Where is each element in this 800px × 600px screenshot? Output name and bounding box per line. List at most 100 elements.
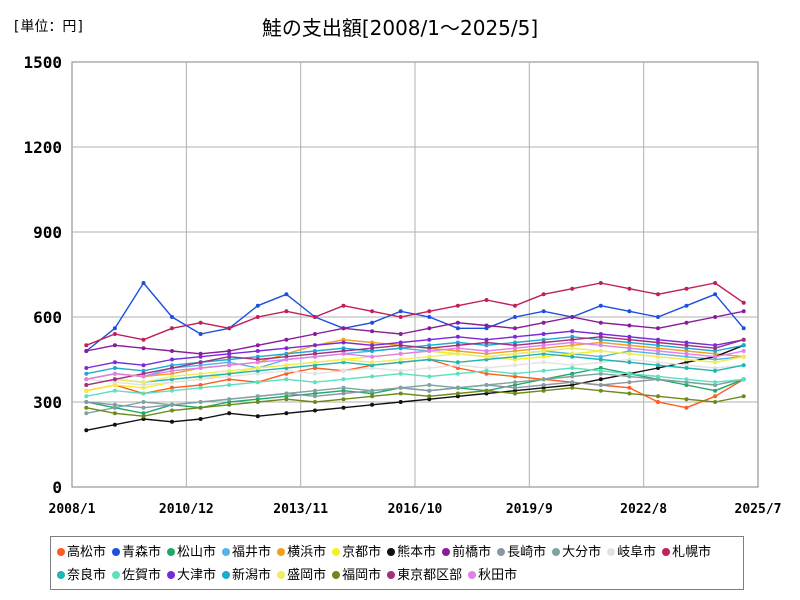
data-point [284, 371, 289, 376]
data-point [141, 411, 146, 416]
data-point [541, 368, 546, 373]
data-point [627, 343, 632, 348]
data-point [255, 368, 260, 373]
data-point [141, 374, 146, 379]
data-point [313, 388, 317, 393]
data-point [255, 349, 260, 353]
data-point [684, 346, 689, 351]
data-point [570, 354, 575, 359]
data-point [84, 377, 89, 382]
data-point [341, 337, 346, 342]
data-point [141, 371, 146, 376]
data-point [255, 343, 260, 348]
data-point [484, 357, 489, 362]
y-tick-label: 600 [33, 308, 62, 327]
data-point [570, 286, 575, 291]
data-point [227, 374, 232, 379]
data-point [170, 377, 174, 382]
data-point [484, 340, 489, 345]
chart-legend: 高松市 青森市 松山市 福井市 横浜市 京都市 熊本市 前橋市 長崎市 大分市 岐阜市 札幌市奈良市佐… [50, 536, 744, 590]
data-point [484, 298, 489, 302]
data-point [570, 385, 575, 390]
series-line [86, 347, 744, 386]
data-point [112, 366, 117, 370]
data-point [455, 385, 460, 390]
data-point [198, 417, 203, 421]
data-point [541, 383, 546, 387]
data-point [713, 368, 718, 373]
data-point [398, 343, 403, 348]
data-point [741, 363, 746, 368]
data-point [284, 368, 289, 373]
legend-marker-icon [167, 570, 176, 579]
data-point [398, 315, 403, 319]
data-point [713, 315, 718, 319]
data-point [513, 334, 517, 339]
data-point [284, 377, 289, 382]
data-point [455, 351, 460, 356]
data-point [170, 402, 174, 407]
legend-item: 松山市 [167, 542, 216, 564]
data-point [284, 354, 289, 359]
data-point [198, 332, 203, 336]
x-tick-label: 2016/10 [388, 502, 443, 517]
data-point [684, 349, 689, 353]
data-point [541, 320, 546, 325]
data-point [84, 343, 89, 348]
legend-label: 横浜市 [287, 545, 327, 560]
data-point [141, 414, 146, 419]
data-point [484, 354, 489, 359]
data-point [513, 326, 517, 331]
data-point [513, 315, 517, 319]
data-point [741, 300, 746, 305]
data-point [341, 346, 346, 351]
data-point [284, 346, 289, 351]
data-point [713, 357, 718, 362]
data-point [313, 349, 317, 353]
data-point [313, 354, 317, 359]
data-point [598, 368, 603, 373]
legend-label: 大津市 [177, 568, 217, 583]
data-point [427, 357, 432, 362]
unit-label: [単位：円] [12, 19, 85, 35]
data-point [141, 383, 146, 387]
data-point [198, 405, 203, 410]
data-point [198, 363, 203, 368]
data-point [427, 366, 432, 370]
data-point [455, 326, 460, 331]
data-point [513, 391, 517, 396]
data-point [141, 417, 146, 421]
data-point [484, 383, 489, 387]
data-point [455, 371, 460, 376]
data-point [484, 368, 489, 373]
data-point [455, 303, 460, 308]
legend-marker-icon [167, 547, 176, 556]
data-point [484, 326, 489, 331]
data-point [227, 402, 232, 407]
data-point [255, 357, 260, 362]
data-point [227, 349, 232, 353]
legend-marker-icon [277, 547, 286, 556]
data-point [684, 303, 689, 308]
y-tick-label: 300 [33, 393, 62, 412]
legend-item: 東京都区部 [387, 565, 462, 587]
data-point [198, 360, 203, 365]
legend-label: 福岡市 [342, 568, 382, 583]
data-point [541, 309, 546, 314]
data-point [455, 346, 460, 351]
series-line [86, 282, 745, 346]
data-point [84, 394, 89, 399]
data-point [398, 351, 403, 356]
data-point [227, 363, 232, 368]
data-point [541, 292, 546, 297]
data-point [656, 360, 660, 365]
legend-marker-icon [277, 570, 286, 579]
data-point [141, 391, 146, 396]
data-point [713, 400, 718, 404]
legend-label: 青森市 [122, 545, 162, 560]
data-point [627, 351, 632, 356]
data-point [141, 281, 146, 285]
legend-marker-icon [222, 570, 231, 579]
data-point [112, 343, 117, 348]
